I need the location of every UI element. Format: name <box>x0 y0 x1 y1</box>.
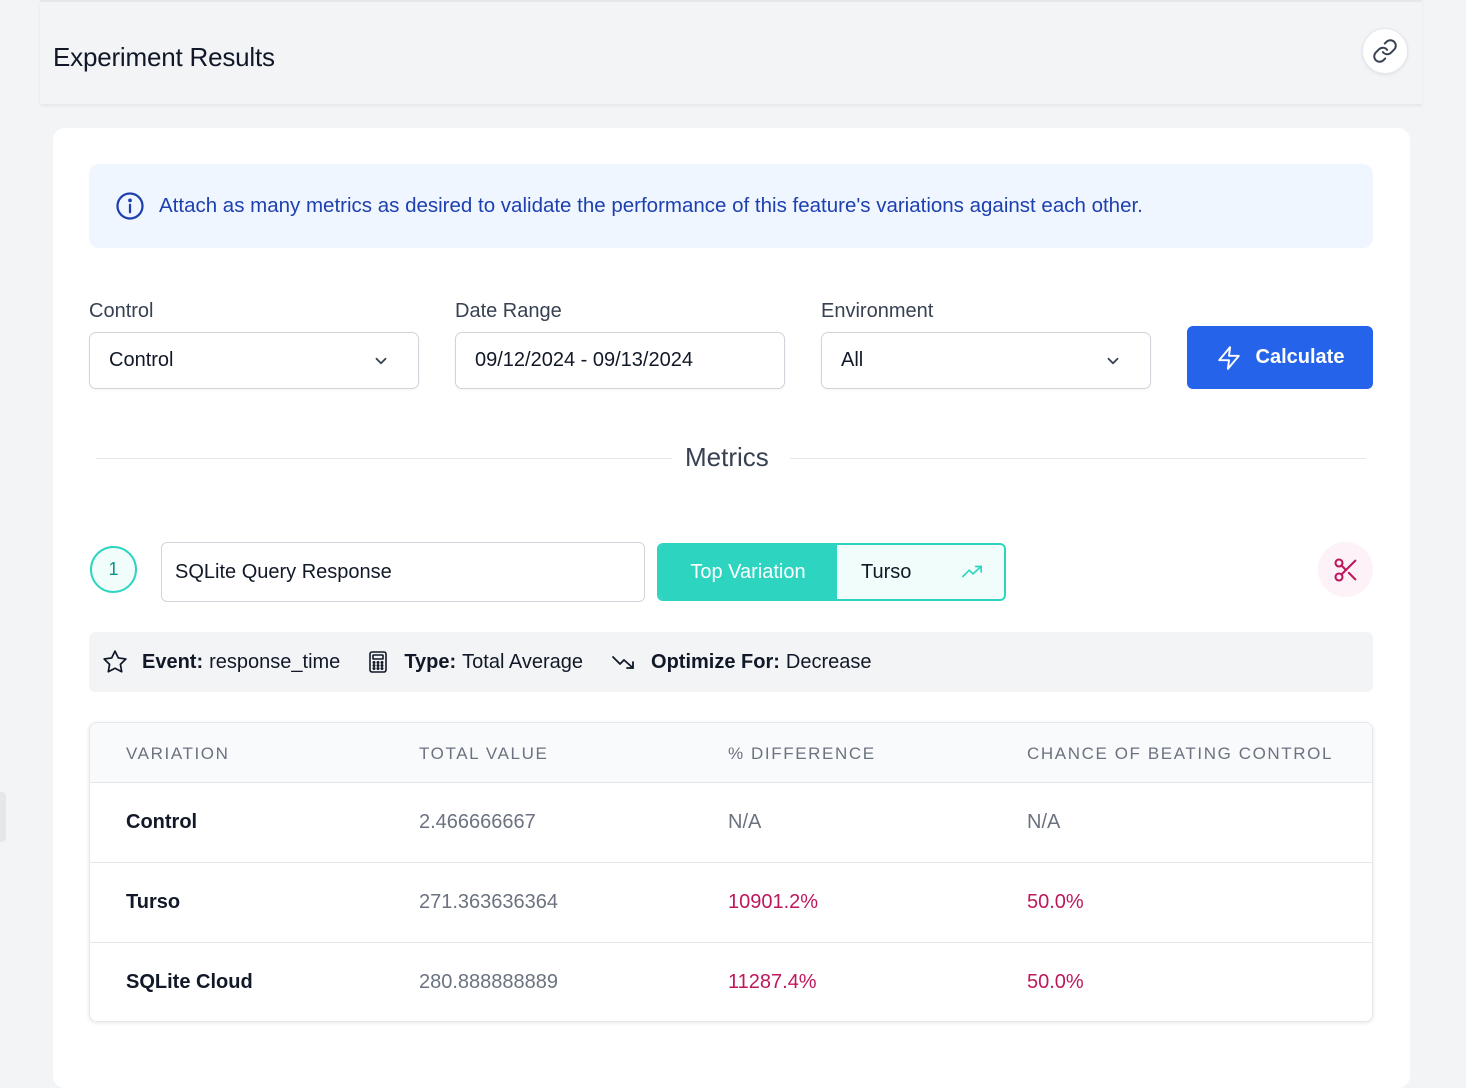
environment-label: Environment <box>821 300 934 322</box>
top-variation-value: Turso <box>861 560 912 583</box>
trending-down-icon <box>612 656 634 669</box>
trending-up-icon <box>962 565 982 578</box>
page-title: Experiment Results <box>53 42 275 72</box>
environment-select-value: All <box>841 349 864 371</box>
cell-difference: N/A <box>728 811 762 833</box>
chevron-down-icon <box>1107 357 1119 365</box>
cell-difference: 10901.2% <box>728 891 819 913</box>
copy-link-button[interactable] <box>1362 28 1408 74</box>
control-select-value: Control <box>109 349 174 371</box>
side-panel-tab[interactable] <box>0 792 6 842</box>
divider-left <box>96 458 672 459</box>
cell-variation: Control <box>126 811 198 833</box>
chevron-down-icon <box>375 357 387 365</box>
cell-chance: 50.0% <box>1027 891 1084 913</box>
column-header-variation: VARIATION <box>126 744 230 763</box>
table-row: Control 2.466666667 N/A N/A <box>90 783 1372 863</box>
top-variation-label: Top Variation <box>659 545 837 599</box>
optimize-detail: Optimize For: Decrease <box>609 650 872 674</box>
event-detail: Event: response_time <box>102 649 340 675</box>
optimize-key: Optimize For: <box>651 650 780 673</box>
table-row: SQLite Cloud 280.888888889 11287.4% 50.0… <box>90 943 1372 1021</box>
top-variation-value-box: Turso <box>837 545 1004 599</box>
column-header-chance: CHANCE OF BEATING CONTROL <box>1027 744 1334 763</box>
cell-difference: 11287.4% <box>728 971 817 993</box>
type-value: Total Average <box>462 650 584 673</box>
date-range-value: 09/12/2024 - 09/13/2024 <box>475 349 693 371</box>
info-message: Attach as many metrics as desired to val… <box>159 194 1143 217</box>
metric-details-bar: Event: response_time Type: Total Average… <box>89 632 1373 692</box>
date-range-input[interactable]: 09/12/2024 - 09/13/2024 <box>455 332 785 389</box>
cell-total-value: 271.363636364 <box>419 891 559 913</box>
table-header: VARIATION TOTAL VALUE % DIFFERENCE CHANC… <box>90 723 1372 783</box>
cell-total-value: 2.466666667 <box>419 811 536 833</box>
cell-total-value: 280.888888889 <box>419 971 559 993</box>
info-icon <box>116 192 144 220</box>
results-card: Attach as many metrics as desired to val… <box>53 128 1410 1088</box>
calculator-icon <box>369 651 388 673</box>
type-key: Type: <box>404 650 457 673</box>
control-select[interactable]: Control <box>89 332 419 389</box>
top-variation-badge: Top Variation Turso <box>657 543 1006 601</box>
page-header: Experiment Results <box>40 0 1422 104</box>
cell-chance: 50.0% <box>1027 971 1084 993</box>
metric-number-badge: 1 <box>90 546 137 593</box>
optimize-value: Decrease <box>785 650 872 673</box>
star-icon <box>103 650 127 673</box>
cell-chance: N/A <box>1027 811 1061 833</box>
column-header-total-value: TOTAL VALUE <box>419 744 549 763</box>
metric-name-value: SQLite Query Response <box>175 560 392 583</box>
divider-right <box>790 458 1366 459</box>
event-value: response_time <box>209 650 341 673</box>
event-key: Event: <box>142 650 204 673</box>
calculate-label: Calculate <box>1255 346 1345 368</box>
calculate-button[interactable]: Calculate <box>1187 326 1373 389</box>
table-row: Turso 271.363636364 10901.2% 50.0% <box>90 863 1372 943</box>
info-banner: Attach as many metrics as desired to val… <box>89 164 1373 248</box>
metrics-heading: Metrics <box>685 442 769 472</box>
cell-variation: SQLite Cloud <box>126 971 253 993</box>
cell-variation: Turso <box>126 891 181 913</box>
type-detail: Type: Total Average <box>366 649 583 675</box>
metric-number: 1 <box>108 559 119 579</box>
remove-metric-button[interactable] <box>1318 542 1373 597</box>
date-range-label: Date Range <box>455 300 562 322</box>
column-header-difference: % DIFFERENCE <box>728 744 876 763</box>
lightning-icon <box>1217 345 1240 370</box>
environment-select[interactable]: All <box>821 332 1151 389</box>
scissors-icon <box>1333 557 1356 582</box>
metric-name-input[interactable]: SQLite Query Response <box>161 542 645 602</box>
control-label: Control <box>89 300 154 322</box>
results-table: VARIATION TOTAL VALUE % DIFFERENCE CHANC… <box>89 722 1373 1022</box>
link-icon <box>1373 39 1397 63</box>
